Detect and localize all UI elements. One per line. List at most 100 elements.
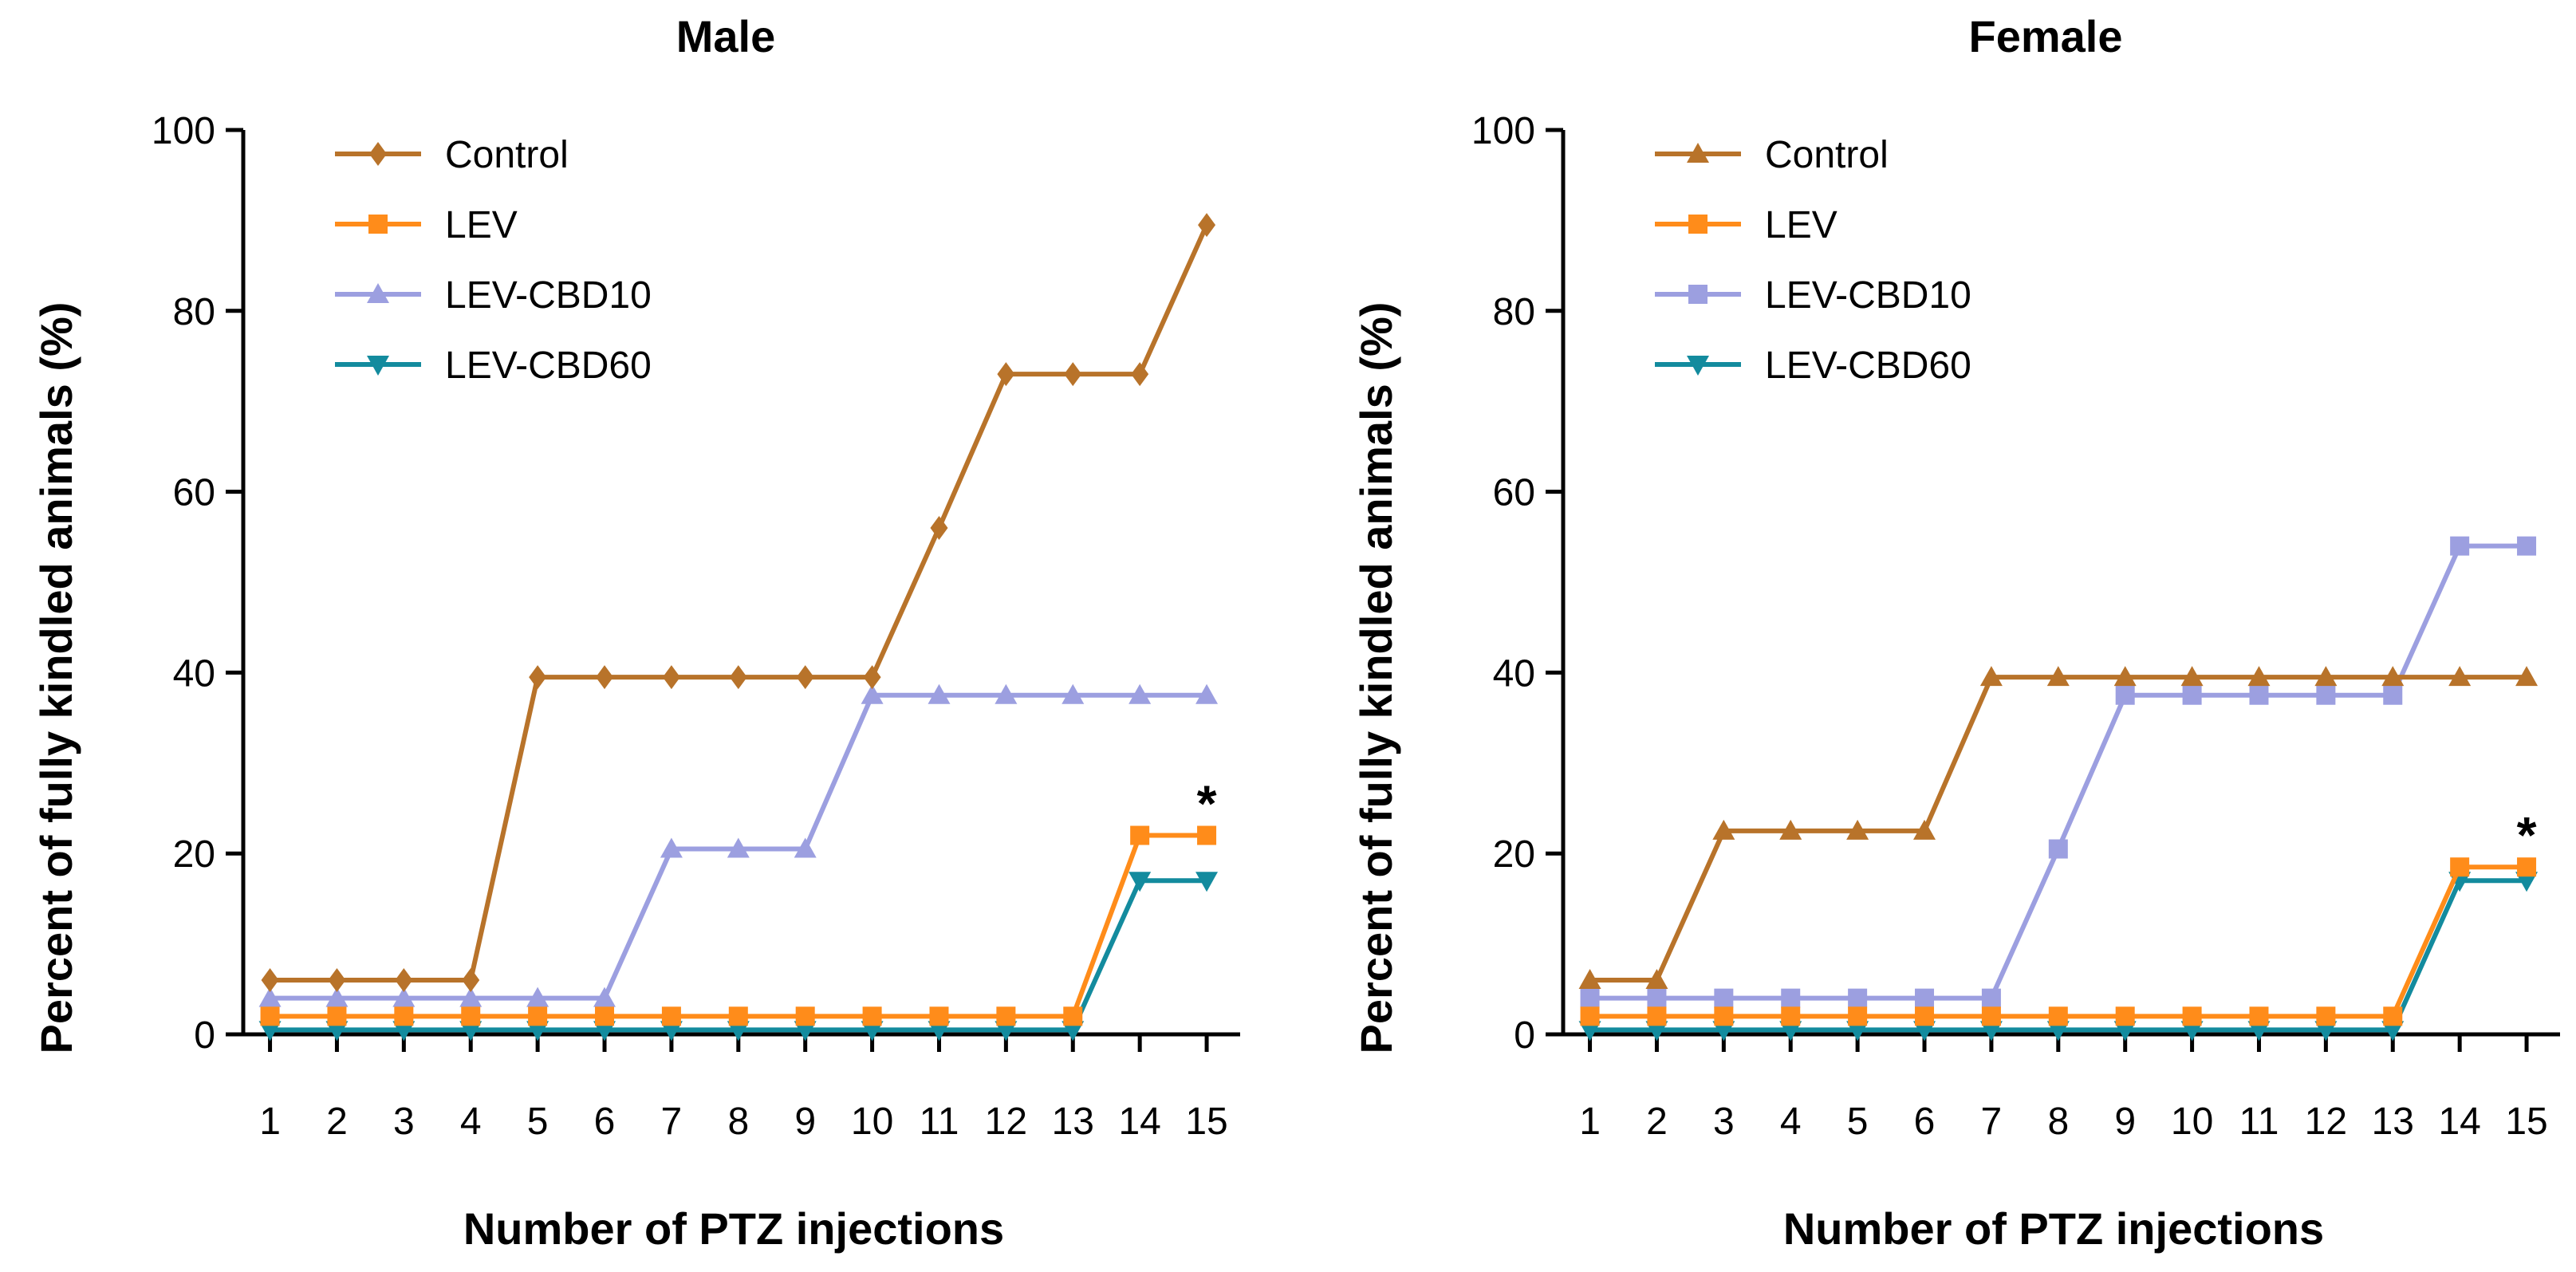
data-point-lev-cbd10 xyxy=(258,986,282,1007)
y-axis-label: Percent of fully kindled animals (%) xyxy=(31,302,81,1054)
x-tick-label: 9 xyxy=(2114,1101,2136,1143)
x-tick-label: 4 xyxy=(460,1101,482,1143)
x-tick-label: 4 xyxy=(1780,1101,1802,1143)
data-point-lev-cbd10 xyxy=(2115,685,2135,705)
data-point-lev-cbd60 xyxy=(1846,1021,1869,1042)
x-tick-label: 7 xyxy=(661,1101,683,1143)
data-point-control xyxy=(328,967,346,992)
data-point-lev-cbd10 xyxy=(593,986,616,1007)
data-point-lev-cbd60 xyxy=(794,1021,817,1042)
x-tick-label: 8 xyxy=(727,1101,749,1143)
x-tick-label: 7 xyxy=(1981,1101,2003,1143)
series-lev-cbd10 xyxy=(258,683,1219,1007)
legend-marker xyxy=(1688,215,1707,234)
y-tick-label: 80 xyxy=(1493,291,1535,333)
data-point-lev-cbd10 xyxy=(727,837,750,858)
legend-label: LEV-CBD10 xyxy=(1765,274,1971,317)
data-point-lev-cbd10 xyxy=(392,986,416,1007)
data-point-control xyxy=(529,665,547,690)
legend-item-control: Control xyxy=(1655,134,1889,176)
data-point-lev-cbd60 xyxy=(2113,1021,2137,1042)
data-point-lev xyxy=(1063,1006,1083,1026)
data-point-lev xyxy=(1580,1006,1600,1026)
data-point-control xyxy=(2515,666,2539,687)
data-point-lev-cbd60 xyxy=(2381,1021,2405,1042)
y-tick-label: 0 xyxy=(194,1014,215,1057)
data-point-control xyxy=(596,665,614,690)
significance-marker: * xyxy=(2517,806,2537,864)
data-point-lev xyxy=(2115,1006,2135,1026)
data-point-lev-cbd60 xyxy=(2046,1021,2070,1042)
data-point-lev xyxy=(528,1006,548,1026)
data-point-lev-cbd60 xyxy=(861,1021,884,1042)
legend-item-lev: LEV xyxy=(1655,204,1837,246)
data-point-lev-cbd60 xyxy=(258,1021,282,1042)
data-point-control xyxy=(1064,362,1082,387)
data-point-lev xyxy=(996,1006,1016,1026)
data-point-control xyxy=(1779,819,1802,840)
series-lev-cbd60 xyxy=(1578,872,2539,1042)
data-point-lev-cbd60 xyxy=(2515,872,2539,892)
data-point-lev-cbd60 xyxy=(995,1021,1018,1042)
data-point-control xyxy=(1913,819,1936,840)
data-point-control xyxy=(1578,968,1601,989)
data-point-lev-cbd10 xyxy=(2450,536,2470,556)
data-point-lev-cbd60 xyxy=(928,1021,951,1042)
x-tick-label: 10 xyxy=(2171,1101,2213,1143)
legend-label: LEV xyxy=(1765,204,1837,246)
legend-label: LEV-CBD60 xyxy=(1765,345,1971,387)
data-point-lev-cbd10 xyxy=(1781,988,1801,1008)
legend-item-lev-cbd10: LEV-CBD10 xyxy=(1655,274,1971,317)
data-point-control xyxy=(261,967,279,992)
x-tick-label: 12 xyxy=(2305,1101,2347,1143)
y-tick-label: 40 xyxy=(1493,652,1535,695)
data-point-control xyxy=(729,665,747,690)
data-point-lev-cbd10 xyxy=(1128,683,1152,704)
data-point-control xyxy=(2113,666,2137,687)
x-tick-label: 12 xyxy=(985,1101,1027,1143)
data-point-lev xyxy=(795,1006,815,1026)
y-tick-label: 60 xyxy=(1493,472,1535,514)
data-point-control xyxy=(1979,666,2003,687)
data-point-lev-cbd60 xyxy=(392,1021,416,1042)
data-point-lev-cbd10 xyxy=(2048,839,2068,859)
data-point-lev xyxy=(1647,1006,1667,1026)
y-tick-label: 20 xyxy=(173,833,215,876)
x-tick-label: 9 xyxy=(794,1101,816,1143)
x-axis-label: Number of PTZ injections xyxy=(1783,1203,2324,1254)
y-axis-label: Percent of fully kindled animals (%) xyxy=(1351,302,1401,1054)
data-point-control xyxy=(2448,666,2472,687)
x-tick-label: 1 xyxy=(1579,1101,1601,1143)
data-point-lev xyxy=(1130,825,1150,845)
legend-marker xyxy=(367,283,389,303)
legend-item-lev: LEV xyxy=(335,204,518,246)
chart-title: Male xyxy=(676,11,776,61)
data-point-lev-cbd10 xyxy=(2316,685,2336,705)
series-control xyxy=(1578,666,2539,989)
data-point-control xyxy=(796,665,814,690)
data-point-lev-cbd10 xyxy=(325,986,349,1007)
data-point-control xyxy=(2046,666,2070,687)
data-point-lev-cbd60 xyxy=(1779,1021,1802,1042)
series-line-lev-cbd10 xyxy=(1589,543,2527,1001)
data-point-lev-cbd60 xyxy=(2247,1021,2271,1042)
data-point-lev-cbd60 xyxy=(1062,1021,1085,1042)
data-point-lev xyxy=(260,1006,280,1026)
y-tick-label: 100 xyxy=(152,110,215,152)
data-point-control xyxy=(662,665,680,690)
series-lev xyxy=(1580,857,2537,1026)
y-tick-label: 60 xyxy=(173,472,215,514)
x-tick-label: 3 xyxy=(1713,1101,1735,1143)
x-tick-label: 5 xyxy=(1847,1101,1869,1143)
data-point-lev xyxy=(1848,1006,1868,1026)
data-point-lev xyxy=(595,1006,615,1026)
x-tick-label: 1 xyxy=(259,1101,281,1143)
data-point-lev xyxy=(2249,1006,2269,1026)
x-tick-label: 2 xyxy=(326,1101,348,1143)
data-point-lev xyxy=(327,1006,347,1026)
x-tick-label: 14 xyxy=(2438,1101,2480,1143)
data-point-lev-cbd60 xyxy=(1195,872,1219,892)
series-line-control xyxy=(1589,675,2527,983)
